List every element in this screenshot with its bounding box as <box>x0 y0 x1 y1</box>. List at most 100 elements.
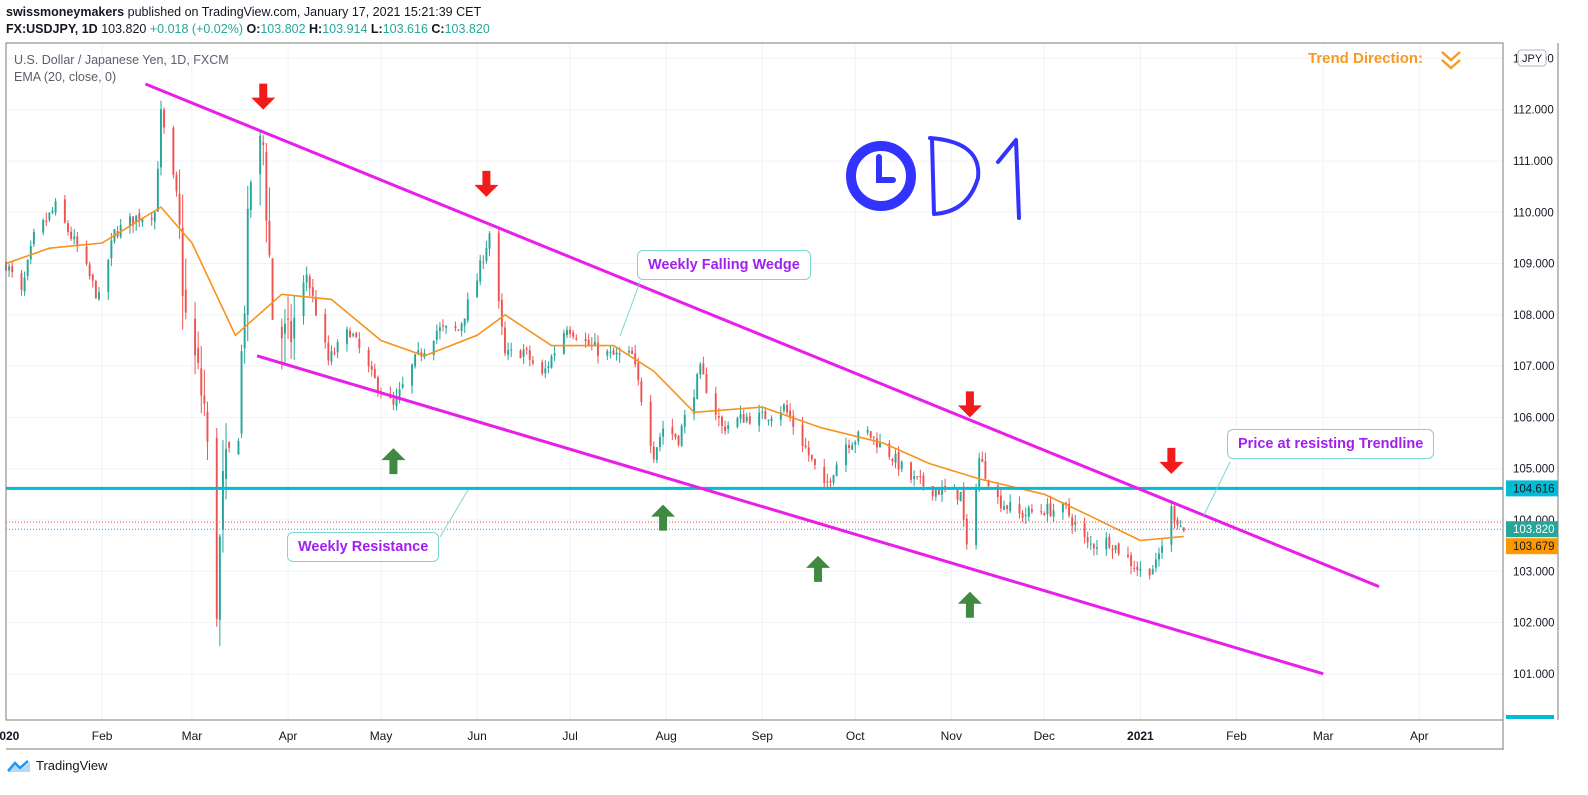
candle-body <box>107 260 110 292</box>
trend-direction-label: Trend Direction: <box>1308 50 1424 67</box>
candle-body <box>268 220 271 256</box>
candle-body <box>454 326 457 329</box>
candle-body <box>782 404 785 411</box>
x-tick-label: Nov <box>941 729 962 743</box>
lower-trendline[interactable] <box>256 354 1324 676</box>
candle-body <box>1003 506 1005 510</box>
candle-body <box>1049 503 1052 516</box>
candle-body <box>587 339 590 346</box>
candle-body <box>913 476 916 480</box>
time-axis[interactable]: 2020 Feb Mar Apr May Jun Jul Aug Sep Oct Nov Dec 202… <box>0 729 1429 743</box>
candle-body <box>262 142 265 146</box>
ema-price-tag: 103.679 <box>1506 538 1558 555</box>
candle-body <box>866 429 869 433</box>
candle-body <box>987 479 990 486</box>
x-tick-label: 2020 <box>0 729 20 743</box>
candle-body <box>1133 567 1136 569</box>
plot-frame <box>5 42 1504 721</box>
candle-body <box>76 236 79 247</box>
candle-body <box>221 470 224 530</box>
candle-body <box>910 462 912 480</box>
candle-body <box>941 487 943 495</box>
candle-body <box>395 396 398 407</box>
candle-body <box>507 349 510 355</box>
upper-trendline[interactable] <box>144 82 1380 589</box>
candle-body <box>900 461 903 469</box>
candle-body <box>786 404 789 413</box>
candle-body <box>739 414 742 419</box>
candle-body <box>547 366 550 368</box>
candle-body <box>693 397 696 414</box>
candle-body <box>181 227 184 296</box>
candle-body <box>376 377 379 392</box>
candle-body <box>637 362 640 381</box>
candle-body <box>789 410 792 419</box>
last-value: 103.820 <box>101 22 147 36</box>
candle-body <box>566 330 568 336</box>
candle-body <box>894 453 897 463</box>
candle-body <box>302 282 305 317</box>
candle-body <box>370 365 373 370</box>
candle-body <box>1018 504 1021 514</box>
candle-body <box>215 437 218 619</box>
candle-body <box>1068 503 1071 516</box>
candle-body <box>1083 523 1086 538</box>
candle-body <box>680 426 683 446</box>
candles <box>5 100 1185 647</box>
candle-body <box>584 338 587 342</box>
candle-body <box>1111 548 1114 551</box>
candle-body <box>1161 546 1164 553</box>
candle-body <box>479 260 482 282</box>
candle-body <box>497 232 500 302</box>
candle-body <box>414 354 417 367</box>
callout-weekly-falling-wedge[interactable]: Weekly Falling Wedge <box>637 250 811 280</box>
candle-body <box>593 341 596 347</box>
published-text: published on TradingView.com, January 17… <box>124 5 482 19</box>
candle-body <box>293 317 296 339</box>
candle-body <box>844 444 847 466</box>
candle-body <box>500 299 503 327</box>
candle-body <box>184 289 187 313</box>
grid-lines <box>5 43 1503 720</box>
callout-weekly-resistance[interactable]: Weekly Resistance <box>287 532 440 562</box>
resistance-pointer <box>439 489 469 538</box>
candle-body <box>528 350 531 360</box>
y-tick-label: 111.000 <box>1513 156 1553 168</box>
candle-body <box>156 168 159 212</box>
candle-body <box>810 454 813 460</box>
y-tick-label: 108.000 <box>1513 310 1555 322</box>
candle-body <box>575 337 578 340</box>
candle-body <box>748 416 751 424</box>
candle-body <box>956 489 959 500</box>
candle-body <box>485 247 488 262</box>
x-tick-label: Jul <box>562 729 577 743</box>
candle-body <box>20 273 23 290</box>
arrow-up-icon <box>651 504 676 531</box>
candle-body <box>553 353 556 356</box>
candle-body <box>854 441 857 445</box>
candle-body <box>597 342 599 356</box>
candle-body <box>129 216 131 227</box>
candle-body <box>671 427 674 435</box>
candle-body <box>888 443 891 457</box>
open-value: 103.802 <box>260 22 306 36</box>
tradingview-footer[interactable]: TradingView <box>6 758 108 773</box>
callout-price-at-trendline[interactable]: Price at resisting Trendline <box>1227 429 1435 459</box>
candle-body <box>438 327 441 332</box>
candle-body <box>1046 503 1049 515</box>
arrow-down-icon <box>957 391 982 418</box>
publisher-name[interactable]: swissmoneymakers <box>6 5 125 19</box>
price-axis[interactable]: 101.000102.000103.000104.000105.000106.0… <box>1513 53 1555 680</box>
candle-body <box>572 332 575 337</box>
instrument-legend[interactable]: U.S. Dollar / Japanese Yen, 1D, FXCM <box>14 53 229 67</box>
candle-body <box>398 389 401 397</box>
candle-body <box>962 489 965 520</box>
x-tick-label: Mar <box>182 729 203 743</box>
x-tick-label: 2021 <box>1127 729 1154 743</box>
scroll-indicator[interactable] <box>1506 715 1554 719</box>
candle-body <box>249 182 252 211</box>
candle-body <box>879 441 881 448</box>
svg-text:104.616: 104.616 <box>1513 483 1555 495</box>
ema-legend[interactable]: EMA (20, close, 0) <box>14 70 116 84</box>
